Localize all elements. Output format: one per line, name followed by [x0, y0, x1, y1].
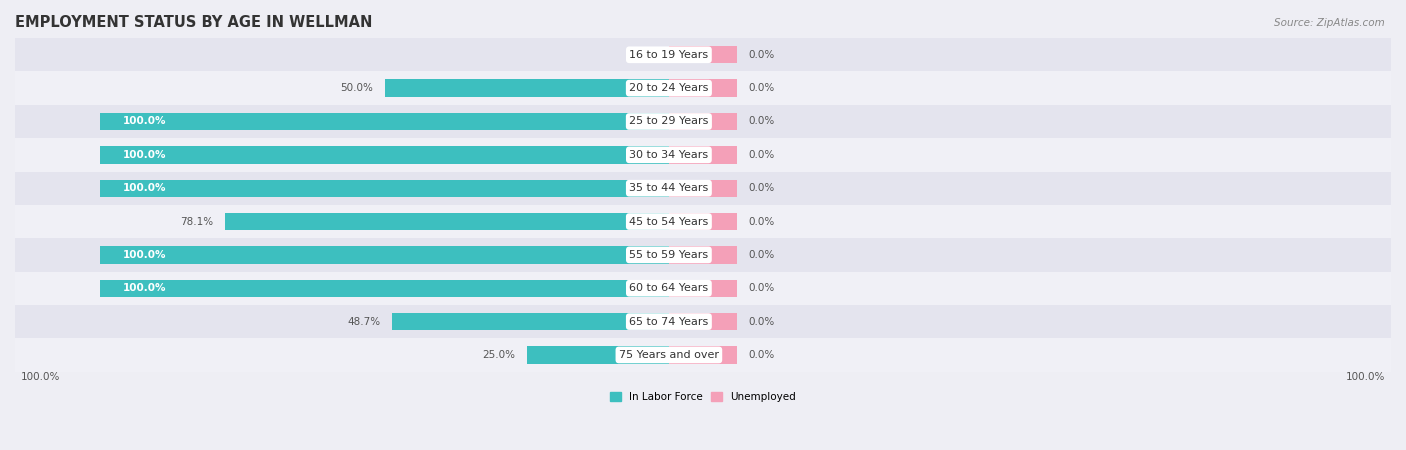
Text: 0.0%: 0.0% — [748, 216, 775, 226]
Text: 0.0%: 0.0% — [748, 283, 775, 293]
Text: 0.0%: 0.0% — [748, 83, 775, 93]
Text: Source: ZipAtlas.com: Source: ZipAtlas.com — [1274, 18, 1385, 28]
Text: 16 to 19 Years: 16 to 19 Years — [630, 50, 709, 60]
Bar — [15, 72, 1391, 105]
Legend: In Labor Force, Unemployed: In Labor Force, Unemployed — [606, 388, 800, 406]
Text: 0.0%: 0.0% — [631, 50, 658, 60]
Bar — [669, 279, 737, 297]
Text: 65 to 74 Years: 65 to 74 Years — [630, 317, 709, 327]
Bar — [100, 113, 669, 130]
Text: 0.0%: 0.0% — [748, 250, 775, 260]
Text: 100.0%: 100.0% — [21, 372, 60, 382]
Text: 75 Years and over: 75 Years and over — [619, 350, 718, 360]
Bar — [15, 205, 1391, 238]
Text: 50.0%: 50.0% — [340, 83, 373, 93]
Text: 25 to 29 Years: 25 to 29 Years — [630, 117, 709, 126]
Bar — [15, 105, 1391, 138]
Bar — [15, 171, 1391, 205]
Bar — [669, 246, 737, 264]
Text: 0.0%: 0.0% — [748, 317, 775, 327]
Bar — [100, 180, 669, 197]
Bar — [669, 46, 737, 63]
Bar — [15, 305, 1391, 338]
Text: 100.0%: 100.0% — [1346, 372, 1385, 382]
Text: 25.0%: 25.0% — [482, 350, 516, 360]
Text: 100.0%: 100.0% — [124, 117, 166, 126]
Text: 0.0%: 0.0% — [748, 183, 775, 193]
Text: 20 to 24 Years: 20 to 24 Years — [630, 83, 709, 93]
Text: 35 to 44 Years: 35 to 44 Years — [630, 183, 709, 193]
Bar — [669, 180, 737, 197]
Text: 100.0%: 100.0% — [124, 250, 166, 260]
Bar — [669, 346, 737, 364]
Text: 100.0%: 100.0% — [124, 183, 166, 193]
Bar — [225, 213, 669, 230]
Text: 78.1%: 78.1% — [180, 216, 214, 226]
Bar — [15, 38, 1391, 72]
Bar — [385, 80, 669, 97]
Bar — [669, 313, 737, 330]
Text: 55 to 59 Years: 55 to 59 Years — [630, 250, 709, 260]
Text: 0.0%: 0.0% — [748, 50, 775, 60]
Text: 45 to 54 Years: 45 to 54 Years — [630, 216, 709, 226]
Bar — [15, 338, 1391, 372]
Bar — [15, 138, 1391, 171]
Bar — [669, 213, 737, 230]
Bar — [669, 80, 737, 97]
Bar — [669, 146, 737, 163]
Bar — [100, 146, 669, 163]
Bar — [669, 113, 737, 130]
Bar — [100, 246, 669, 264]
Bar — [527, 346, 669, 364]
Text: 0.0%: 0.0% — [748, 150, 775, 160]
Text: 0.0%: 0.0% — [748, 117, 775, 126]
Text: 30 to 34 Years: 30 to 34 Years — [630, 150, 709, 160]
Text: EMPLOYMENT STATUS BY AGE IN WELLMAN: EMPLOYMENT STATUS BY AGE IN WELLMAN — [15, 15, 373, 30]
Text: 48.7%: 48.7% — [347, 317, 381, 327]
Bar — [392, 313, 669, 330]
Text: 100.0%: 100.0% — [124, 150, 166, 160]
Bar — [15, 238, 1391, 271]
Bar — [15, 271, 1391, 305]
Text: 0.0%: 0.0% — [748, 350, 775, 360]
Bar — [100, 279, 669, 297]
Text: 100.0%: 100.0% — [124, 283, 166, 293]
Text: 60 to 64 Years: 60 to 64 Years — [630, 283, 709, 293]
